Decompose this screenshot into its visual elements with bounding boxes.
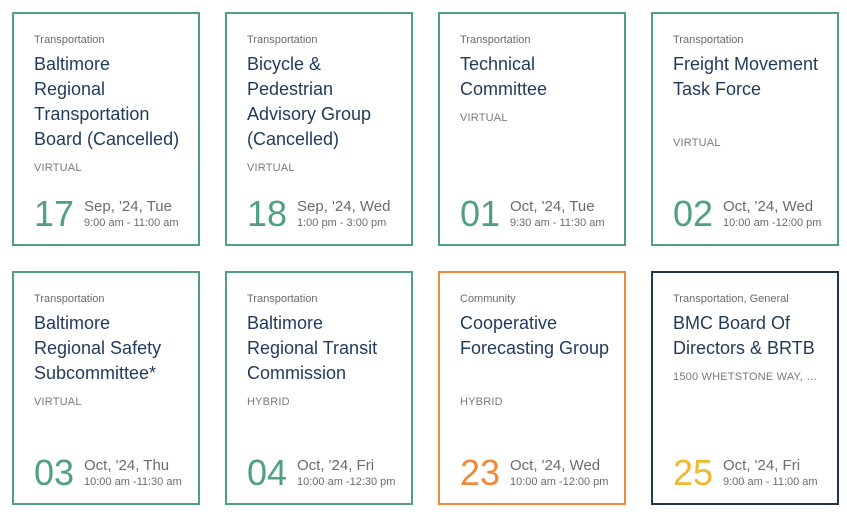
event-category: Community (460, 293, 516, 305)
event-category: Transportation, General (673, 293, 789, 305)
event-card-7[interactable]: Community Cooperative Forecasting Group … (438, 271, 626, 505)
event-card-1[interactable]: Transportation Baltimore Regional Transp… (12, 12, 200, 246)
event-format: HYBRID (460, 396, 503, 408)
event-month-weekday: Sep, '24, Tue (84, 198, 172, 215)
event-category: Transportation (673, 34, 744, 46)
event-time: 9:00 am - 11:00 am (84, 217, 179, 229)
event-card-4[interactable]: Transportation Freight Movement Task For… (651, 12, 839, 246)
event-format: HYBRID (247, 396, 290, 408)
event-time: 10:00 am -12:00 pm (510, 476, 609, 488)
event-month-weekday: Oct, '24, Fri (723, 457, 801, 474)
event-category: Transportation (247, 34, 318, 46)
event-format: VIRTUAL (460, 112, 508, 124)
event-day: 03 (34, 452, 75, 493)
event-format: VIRTUAL (247, 162, 295, 174)
event-day: 18 (247, 193, 288, 234)
event-card-2[interactable]: Transportation Bicycle & Pedestrian Advi… (225, 12, 413, 246)
event-month-weekday: Oct, '24, Fri (297, 457, 375, 474)
event-title[interactable]: Technical Committee (460, 54, 548, 99)
event-day: 17 (34, 193, 75, 234)
event-day: 25 (673, 452, 714, 493)
event-card-3[interactable]: Transportation Technical Committee VIRTU… (438, 12, 626, 246)
event-day: 02 (673, 193, 714, 234)
event-category: Transportation (460, 34, 531, 46)
event-format: VIRTUAL (673, 137, 721, 149)
event-format: VIRTUAL (34, 396, 82, 408)
event-time: 10:00 am -12:30 pm (297, 476, 396, 488)
event-title[interactable]: BMC Board Of Directors & BRTB (673, 313, 815, 358)
event-title[interactable]: Cooperative Forecasting Group (460, 313, 610, 358)
event-time: 9:30 am - 11:30 am (510, 217, 605, 229)
event-category: Transportation (34, 293, 105, 305)
event-title[interactable]: Baltimore Regional Transit Commission (247, 313, 378, 383)
event-time: 10:00 am -12:00 pm (723, 217, 822, 229)
event-month-weekday: Oct, '24, Wed (723, 198, 814, 215)
event-title[interactable]: Freight Movement Task Force (673, 54, 819, 99)
event-time: 9:00 am - 11:00 am (723, 476, 818, 488)
event-day: 04 (247, 452, 288, 493)
event-category: Transportation (247, 293, 318, 305)
event-time: 10:00 am -11:30 am (84, 476, 182, 488)
event-title[interactable]: Baltimore Regional Safety Subcommittee* (34, 313, 162, 383)
event-day: 23 (460, 452, 501, 493)
event-location: 1500 WHETSTONE WAY, BA... (673, 371, 823, 383)
event-month-weekday: Oct, '24, Thu (84, 457, 170, 474)
event-month-weekday: Sep, '24, Wed (297, 198, 391, 215)
event-month-weekday: Oct, '24, Wed (510, 457, 601, 474)
event-month-weekday: Oct, '24, Tue (510, 198, 595, 215)
event-day: 01 (460, 193, 501, 234)
event-title[interactable]: Bicycle & Pedestrian Advisory Group (Can… (247, 54, 372, 149)
event-card-5[interactable]: Transportation Baltimore Regional Safety… (12, 271, 200, 505)
event-card-8[interactable]: Transportation, General BMC Board Of Dir… (651, 271, 839, 505)
event-card-6[interactable]: Transportation Baltimore Regional Transi… (225, 271, 413, 505)
event-title[interactable]: Baltimore Regional Transportation Board … (34, 54, 180, 149)
event-format: VIRTUAL (34, 162, 82, 174)
event-time: 1:00 pm - 3:00 pm (297, 217, 387, 229)
event-category: Transportation (34, 34, 105, 46)
